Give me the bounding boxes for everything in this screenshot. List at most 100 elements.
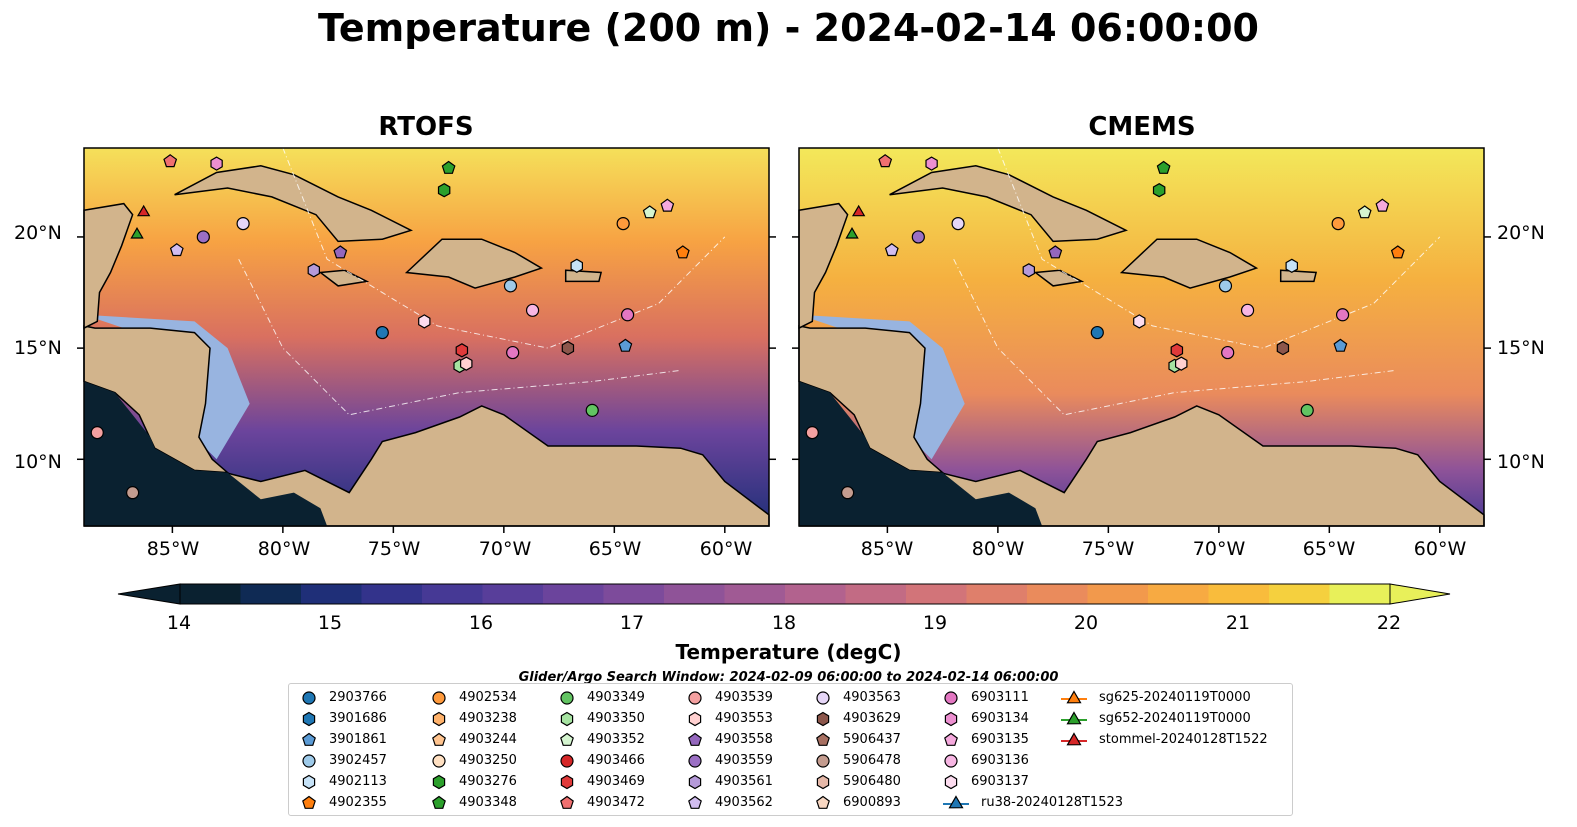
legend-item: 4903559 [685, 750, 773, 771]
colorbar-tick-label: 19 [922, 612, 948, 634]
colorbar-segment [1269, 584, 1330, 604]
float-marker [841, 486, 855, 500]
eez-boundary [953, 258, 1396, 416]
float-marker [1335, 308, 1350, 322]
legend-marker-icon [944, 711, 958, 726]
float-marker [805, 426, 819, 440]
colorbar-segment [1329, 584, 1391, 604]
legend-label: 4903472 [587, 795, 645, 810]
legend-marker [688, 753, 702, 768]
legend-marker-icon [944, 774, 958, 789]
float-marker [236, 217, 250, 231]
legend-item: 4903472 [557, 792, 645, 813]
legend-item: 6903134 [941, 708, 1029, 729]
float-marker [126, 486, 140, 500]
legend-marker [302, 711, 316, 726]
map-panel-cmems [792, 147, 1491, 533]
legend-marker [560, 774, 574, 789]
land-jamaica [1033, 269, 1085, 287]
legend-marker-icon [302, 774, 316, 789]
land-cuba [174, 165, 413, 243]
colorbar-segment [240, 584, 302, 604]
float-marker [525, 303, 540, 317]
legend-marker-icon [943, 794, 969, 808]
legend-marker [560, 753, 574, 768]
legend-marker-icon [560, 774, 574, 789]
legend-item: 4902534 [429, 687, 517, 708]
legend-marker [560, 732, 574, 746]
legend-marker [432, 795, 446, 809]
legend-marker-icon [688, 690, 702, 705]
legend-label: 5906480 [843, 774, 901, 789]
float-marker [1285, 258, 1299, 273]
legend-item: 4903629 [813, 708, 901, 729]
legend-marker-icon [816, 774, 830, 789]
legend-label: 4903629 [843, 711, 901, 726]
legend-item: 4903539 [685, 687, 773, 708]
legend-marker [816, 795, 830, 809]
legend-label: 4903276 [459, 774, 517, 789]
land-hispaniola [1119, 238, 1259, 289]
legend-label: 4903349 [587, 690, 645, 705]
legend-label: 3901861 [329, 732, 387, 747]
eez-boundary [997, 147, 1441, 349]
float-marker [418, 314, 431, 329]
legend-marker [560, 711, 574, 726]
land-hispaniola [404, 238, 544, 289]
legend-marker [944, 753, 958, 768]
legend-marker [302, 753, 316, 768]
legend-marker [1066, 710, 1082, 724]
legend-label: 4903352 [587, 732, 645, 747]
colorbar [117, 583, 1451, 605]
x-tick-label: 70°W [1192, 538, 1246, 560]
legend-item: 4903558 [685, 729, 773, 750]
legend-marker-icon [302, 732, 316, 746]
legend-label: 4902113 [329, 774, 387, 789]
float-marker [333, 245, 348, 259]
float-marker [1276, 340, 1290, 356]
legend-marker-icon [432, 795, 446, 809]
legend-marker [302, 795, 316, 809]
legend-item: 6900893 [813, 792, 901, 813]
colorbar-segment [1208, 584, 1270, 604]
land-central-america [798, 324, 945, 474]
x-tick-label: 60°W [1413, 538, 1467, 560]
legend-marker-icon [302, 795, 316, 809]
legend-label: 3902457 [329, 753, 387, 768]
legend-marker-icon [1061, 710, 1087, 724]
figure-title: Temperature (200 m) - 2024-02-14 06:00:0… [317, 6, 1259, 50]
legend-marker-icon [432, 753, 446, 768]
colorbar-extend-high [1389, 583, 1451, 605]
legend-item: 2903766 [299, 687, 387, 708]
land-puerto-rico [564, 269, 603, 283]
legend-item: 4903238 [429, 708, 517, 729]
legend-label: 4903559 [715, 753, 773, 768]
legend-label: 5906478 [843, 753, 901, 768]
eez-boundary [238, 258, 681, 416]
land-yucatan [798, 202, 849, 330]
float-marker [1156, 160, 1171, 174]
legend-marker [432, 690, 446, 705]
legend-item: sg625-20240119T0000 [1059, 687, 1251, 708]
colorbar-tick-label: 16 [468, 612, 494, 634]
colorbar-segment [543, 584, 604, 604]
colorbar-segment [724, 584, 786, 604]
legend-label: stommel-20240128T1522 [1099, 732, 1268, 747]
legend-label: ru38-20240128T1523 [981, 795, 1124, 810]
legend-item: 4903352 [557, 729, 645, 750]
colorbar-segment [664, 584, 725, 604]
y-tick-label: 15°N [14, 337, 62, 359]
legend-marker-icon [302, 690, 316, 705]
colorbar-tick-label: 15 [317, 612, 343, 634]
colorbar-label: Temperature (degC) [675, 640, 902, 664]
legend-marker-icon [560, 753, 574, 768]
float-marker [1152, 183, 1166, 198]
legend-item: 4903244 [429, 729, 517, 750]
float-marker [925, 156, 938, 171]
y-tick-label: 20°N [1497, 222, 1545, 244]
legend-item: 4903348 [429, 792, 517, 813]
legend-item: 6903136 [941, 750, 1029, 771]
float-marker [884, 243, 899, 257]
colorbar-segment [966, 584, 1028, 604]
legend-marker-icon [816, 690, 830, 705]
